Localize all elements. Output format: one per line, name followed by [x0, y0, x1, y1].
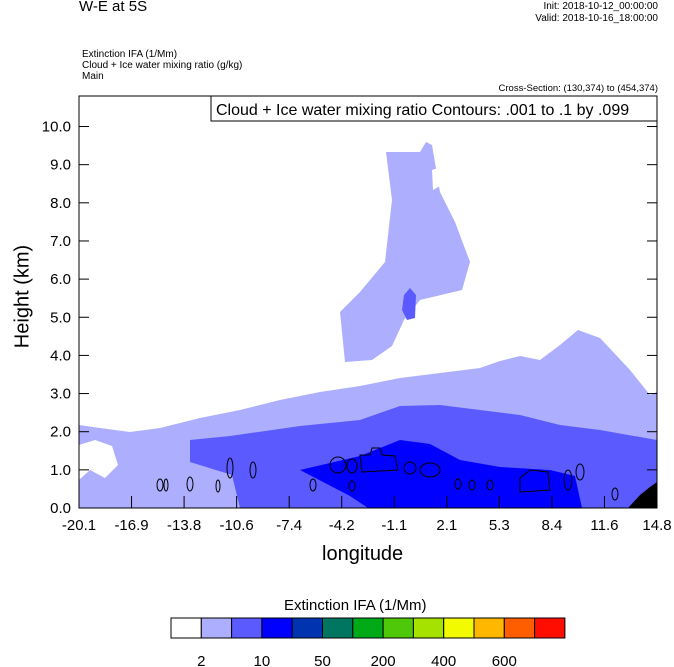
field-subtitles: Extinction IFA (1/Mm) Cloud + Ice water …: [82, 49, 242, 82]
time-info: Init: 2018-10-12_00:00:00 Valid: 2018-10…: [535, 1, 658, 25]
colorbar-swatch: [473, 617, 505, 639]
y-tick-label: 5.0: [50, 309, 71, 326]
x-tick-label: 2.1: [436, 517, 457, 534]
contours: [156, 447, 619, 501]
y-axis-label: Height (km): [11, 244, 34, 349]
colorbar-swatch: [231, 617, 263, 639]
y-tick-label: 8.0: [50, 195, 71, 212]
x-tick-label: -10.6: [220, 517, 254, 534]
y-tick-label: 6.0: [50, 271, 71, 288]
y-tick-label: 3.0: [50, 386, 71, 403]
contour-info-box: [210, 95, 658, 122]
terrain: [628, 482, 657, 508]
colorbar-swatch: [322, 617, 354, 639]
strong-fill: [300, 440, 582, 508]
y-tick-label: 0.0: [50, 500, 71, 517]
subtitle-3: Main: [82, 71, 104, 82]
fill-layer: [79, 142, 657, 508]
colorbar-swatch: [503, 617, 536, 639]
valid-time: Valid: 2018-10-16_18:00:00: [535, 13, 658, 24]
x-tick-label: -7.4: [276, 517, 302, 534]
x-tick-label: 14.8: [642, 517, 671, 534]
colorbar-swatch: [443, 617, 475, 639]
colorbar-swatch: [291, 617, 324, 639]
white-hole-plume: [432, 168, 440, 190]
subtitle-2: Cloud + Ice water mixing ratio (g/kg): [82, 60, 243, 71]
colorbar-label: 200: [371, 653, 396, 667]
colorbar-swatch: [412, 617, 445, 639]
colorbar-label: 400: [431, 653, 456, 667]
x-tick-label: 11.6: [590, 517, 618, 534]
colorbar-title: Extinction IFA (1/Mm): [284, 597, 427, 614]
x-axis-label: longitude: [322, 543, 404, 565]
x-tick-label: -4.2: [329, 517, 355, 534]
plot-title: W-E at 5S: [79, 0, 148, 15]
colorbar: 2 10 50 200 400 600: [170, 617, 566, 667]
x-tick-label: -13.8: [167, 517, 201, 534]
y-tick-label: 9.0: [50, 157, 71, 174]
colorbar-swatch: [382, 617, 414, 639]
colorbar-label: 2: [197, 653, 205, 667]
y-tick-label: 4.0: [50, 347, 71, 364]
contour-info-label: Cloud + Ice water mixing ratio Contours:…: [216, 102, 629, 119]
cross-section-label: Cross-Section: (130,374) to (454,374): [498, 83, 658, 94]
colorbar-swatch: [170, 617, 202, 639]
medium-fill-plume: [402, 288, 416, 320]
x-tick-label: -1.1: [381, 517, 407, 534]
x-tick-label: -16.9: [114, 517, 148, 534]
x-tick-label: -20.1: [62, 517, 96, 534]
y-tick-label: 2.0: [50, 424, 71, 441]
subtitle-1: Extinction IFA (1/Mm): [82, 49, 178, 60]
colorbar-label: 50: [314, 653, 331, 667]
light-fill-plume: [340, 142, 470, 362]
colorbar-swatch: [261, 617, 293, 639]
colorbar-swatch: [534, 617, 566, 639]
y-tick-label: 1.0: [50, 462, 71, 479]
colorbar-label: 10: [254, 653, 271, 667]
colorbar-swatch: [200, 617, 233, 639]
x-tick-label: 5.3: [489, 517, 510, 534]
x-tick-label: 8.4: [541, 517, 562, 534]
init-time: Init: 2018-10-12_00:00:00: [543, 1, 658, 12]
y-tick-label: 10.0: [42, 119, 71, 136]
axis-ticks: -20.1 -16.9 -13.8 -10.6 -7.4 -4.2 -1.1 2.1 5.3 8.…: [42, 119, 672, 534]
colorbar-label: 600: [492, 653, 517, 667]
colorbar-swatch: [352, 617, 384, 639]
y-tick-label: 7.0: [50, 233, 71, 250]
